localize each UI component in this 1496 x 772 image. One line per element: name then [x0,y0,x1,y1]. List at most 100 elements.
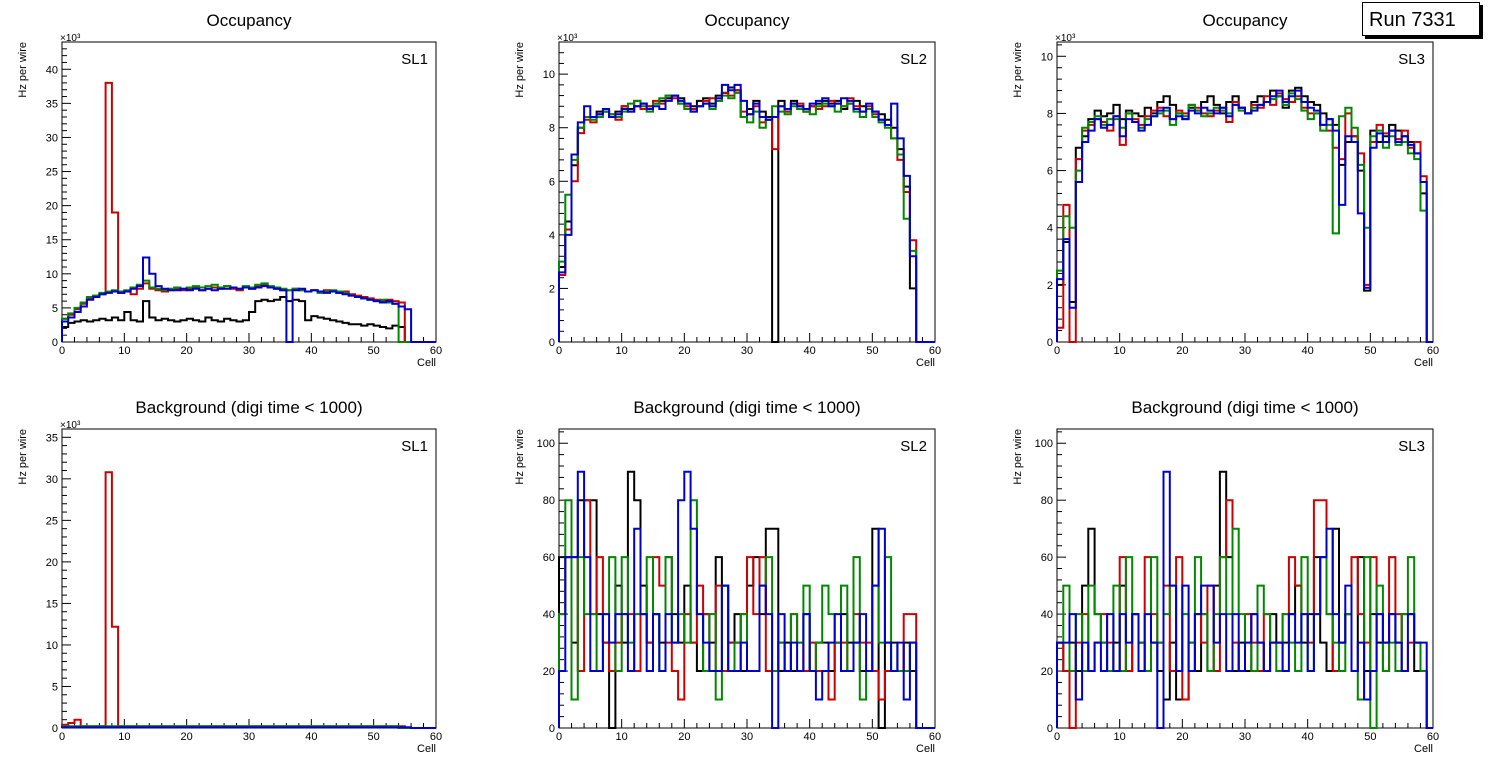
chart-5-ytick-label: 100 [1035,438,1053,450]
chart-1-xtick-label: 0 [556,345,562,357]
chart-1-xtick-label: 30 [741,345,753,357]
chart-0-xlabel: Cell [417,357,436,369]
chart-4-ytick-label: 0 [549,723,555,735]
chart-1-ytick-label: 4 [549,230,555,242]
chart-0-xtick-label: 60 [430,345,442,357]
chart-2-ytick-label: 0 [1047,337,1053,349]
chart-2-title: Occupancy [1202,11,1288,30]
chart-4-xtick-label: 10 [616,731,628,743]
chart-0-ytick-label: 30 [46,132,58,144]
chart-2-ytick-label: 2 [1047,280,1053,292]
chart-2-xtick-label: 50 [1364,345,1376,357]
chart-5-series-layer3 [1056,527,1433,729]
chart-2-xtick-label: 20 [1176,345,1188,357]
chart-0-ytick-label: 20 [46,201,58,213]
chart-4-xtick-label: 50 [866,731,878,743]
chart-0-ytick-label: 25 [46,167,58,179]
chart-3-ytick-label: 30 [46,474,58,486]
chart-3-series-layer4 [61,726,436,729]
chart-5-xtick-label: 50 [1364,731,1376,743]
chart-1-series-layer2 [558,89,935,343]
chart-3-ytick-label: 5 [52,681,58,693]
chart-2-xtick-label: 0 [1054,345,1060,357]
chart-4-xlabel: Cell [916,743,935,755]
chart-0-xtick-label: 50 [368,345,380,357]
chart-4-ytick-label: 20 [543,666,555,678]
chart-5-xtick-label: 30 [1239,731,1251,743]
chart-1-label: SL2 [900,51,927,68]
chart-4-ytick-label: 60 [543,552,555,564]
chart-3-ytick-label: 0 [52,723,58,735]
chart-2-frame [1056,41,1434,343]
chart-2-xtick-label: 30 [1239,345,1251,357]
chart-0-ytick-label: 15 [46,235,58,247]
chart-5-ytick-label: 40 [1041,609,1053,621]
chart-5-xtick-label: 20 [1176,731,1188,743]
chart-3-xlabel: Cell [417,743,436,755]
chart-1-title: Occupancy [704,11,790,30]
chart-4-series-layer3 [558,499,935,729]
chart-3-xtick-label: 30 [243,731,255,743]
chart-2-xlabel: Cell [1414,357,1433,369]
chart-2-label: SL3 [1398,51,1425,68]
chart-3-xtick-label: 60 [430,731,442,743]
chart-1-ytick-label: 0 [549,337,555,349]
chart-3-yexp: ×10³ [60,420,81,431]
chart-2-ytick-label: 8 [1047,108,1053,120]
chart-3-title: Background (digi time < 1000) [135,398,362,417]
chart-5-ytick-label: 0 [1047,723,1053,735]
chart-2-xtick-label: 60 [1427,345,1439,357]
chart-1-frame [558,41,936,343]
chart-2-ylabel: Hz per wire [1012,42,1024,98]
chart-4-title: Background (digi time < 1000) [633,398,860,417]
chart-5-title: Background (digi time < 1000) [1131,398,1358,417]
chart-3-xtick-label: 0 [59,731,65,743]
chart-1-series-layer4 [558,83,935,343]
chart-0-xtick-label: 40 [305,345,317,357]
run-label: Run 7331 [1369,9,1456,31]
chart-1-ytick-label: 6 [549,176,555,188]
chart-2-xtick-label: 40 [1302,345,1314,357]
chart-4-label: SL2 [900,438,927,455]
chart-0-xtick-label: 30 [243,345,255,357]
chart-4-xtick-label: 40 [804,731,816,743]
chart-0-xtick-label: 10 [118,345,130,357]
chart-3-ytick-label: 35 [46,432,58,444]
chart-3-ytick-label: 15 [46,598,58,610]
chart-3-xtick-label: 20 [181,731,193,743]
chart-5-xtick-label: 40 [1302,731,1314,743]
chart-4-xtick-label: 20 [678,731,690,743]
chart-3-xtick-label: 40 [305,731,317,743]
chart-0-ylabel: Hz per wire [17,42,29,98]
chart-3-label: SL1 [401,438,428,455]
chart-0-series-layer4 [61,256,436,343]
chart-4-ylabel: Hz per wire [514,429,526,485]
chart-2-yexp: ×10³ [1055,33,1076,44]
chart-0-xtick-label: 0 [59,345,65,357]
chart-2-series-layer4 [1056,89,1433,343]
chart-3-ytick-label: 25 [46,515,58,527]
chart-2-xtick-label: 10 [1114,345,1126,357]
chart-1-series-layer3 [558,91,935,343]
chart-1-ytick-label: 10 [543,69,555,81]
chart-4-xtick-label: 0 [556,731,562,743]
chart-4-xtick-label: 30 [741,731,753,743]
chart-3-ytick-label: 10 [46,640,58,652]
chart-4-series-layer4 [558,470,935,729]
chart-0-ytick-label: 5 [52,303,58,315]
chart-2-ytick-label: 10 [1041,51,1053,63]
chart-1-xtick-label: 60 [929,345,941,357]
chart-5-ytick-label: 20 [1041,666,1053,678]
chart-0-ytick-label: 0 [52,337,58,349]
chart-1-xtick-label: 50 [866,345,878,357]
chart-0-label: SL1 [401,51,428,68]
chart-0-frame [61,41,437,343]
chart-5-xtick-label: 60 [1427,731,1439,743]
chart-1-xtick-label: 20 [678,345,690,357]
chart-1-ytick-label: 2 [549,283,555,295]
chart-0-title: Occupancy [206,11,292,30]
chart-1-xtick-label: 40 [804,345,816,357]
chart-3-xtick-label: 10 [118,731,130,743]
chart-4-xtick-label: 60 [929,731,941,743]
